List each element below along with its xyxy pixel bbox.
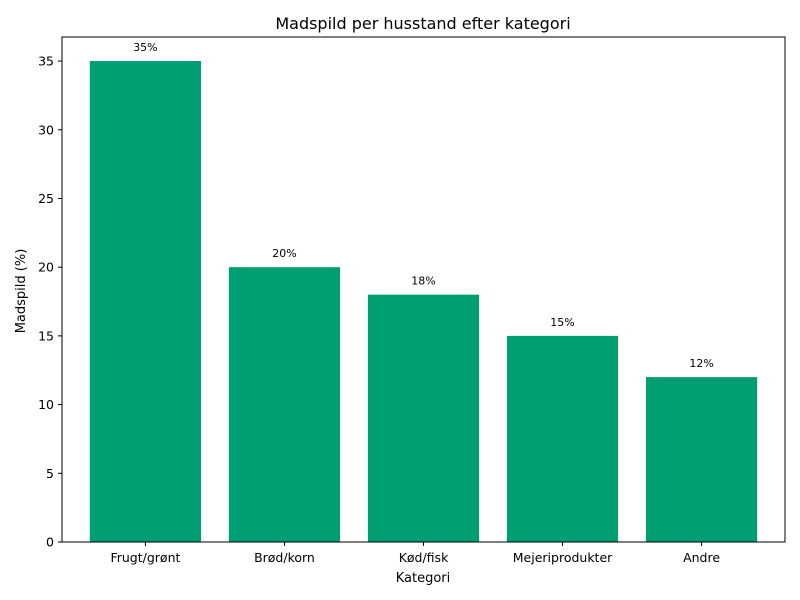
data-label-2: 18% [411, 275, 435, 288]
y-tick-label-3: 15 [38, 328, 54, 343]
data-labels-group: 35% 20% 18% 15% 12% [133, 41, 714, 370]
x-tick-label-1: Brød/korn [254, 550, 315, 565]
plot-frame [61, 36, 786, 543]
data-label-4: 12% [689, 357, 713, 370]
x-tick-label-2: Kød/fisk [399, 550, 449, 565]
x-tick-label-3: Mejeriprodukter [513, 550, 613, 565]
x-axis-ticks: Frugt/grønt Brød/korn Kød/fisk Mejeriproduk… [110, 542, 720, 565]
x-axis-title: Kategori [396, 571, 451, 586]
y-tick-label-0: 0 [46, 535, 54, 550]
y-axis-title: Madspild (%) [14, 249, 29, 334]
bar-0 [89, 61, 202, 543]
bars-group [89, 61, 758, 543]
bar-4 [645, 377, 758, 542]
bar-1 [228, 267, 341, 542]
y-tick-label-5: 25 [38, 191, 54, 206]
y-tick-label-2: 10 [38, 397, 54, 412]
x-tick-label-0: Frugt/grønt [110, 550, 180, 565]
chart-title: Madspild per husstand efter kategori [275, 14, 570, 33]
y-tick-label-6: 30 [38, 122, 54, 137]
y-tick-label-7: 35 [38, 54, 54, 69]
y-tick-label-4: 20 [38, 260, 54, 275]
data-label-1: 20% [272, 247, 296, 260]
x-tick-label-4: Andre [683, 550, 720, 565]
bar-3 [506, 335, 619, 542]
bar-2 [367, 294, 480, 542]
data-label-0: 35% [133, 41, 157, 54]
data-label-3: 15% [550, 316, 574, 329]
y-axis-ticks: 0 5 10 15 20 25 30 35 [38, 54, 62, 550]
y-tick-label-1: 5 [46, 466, 54, 481]
